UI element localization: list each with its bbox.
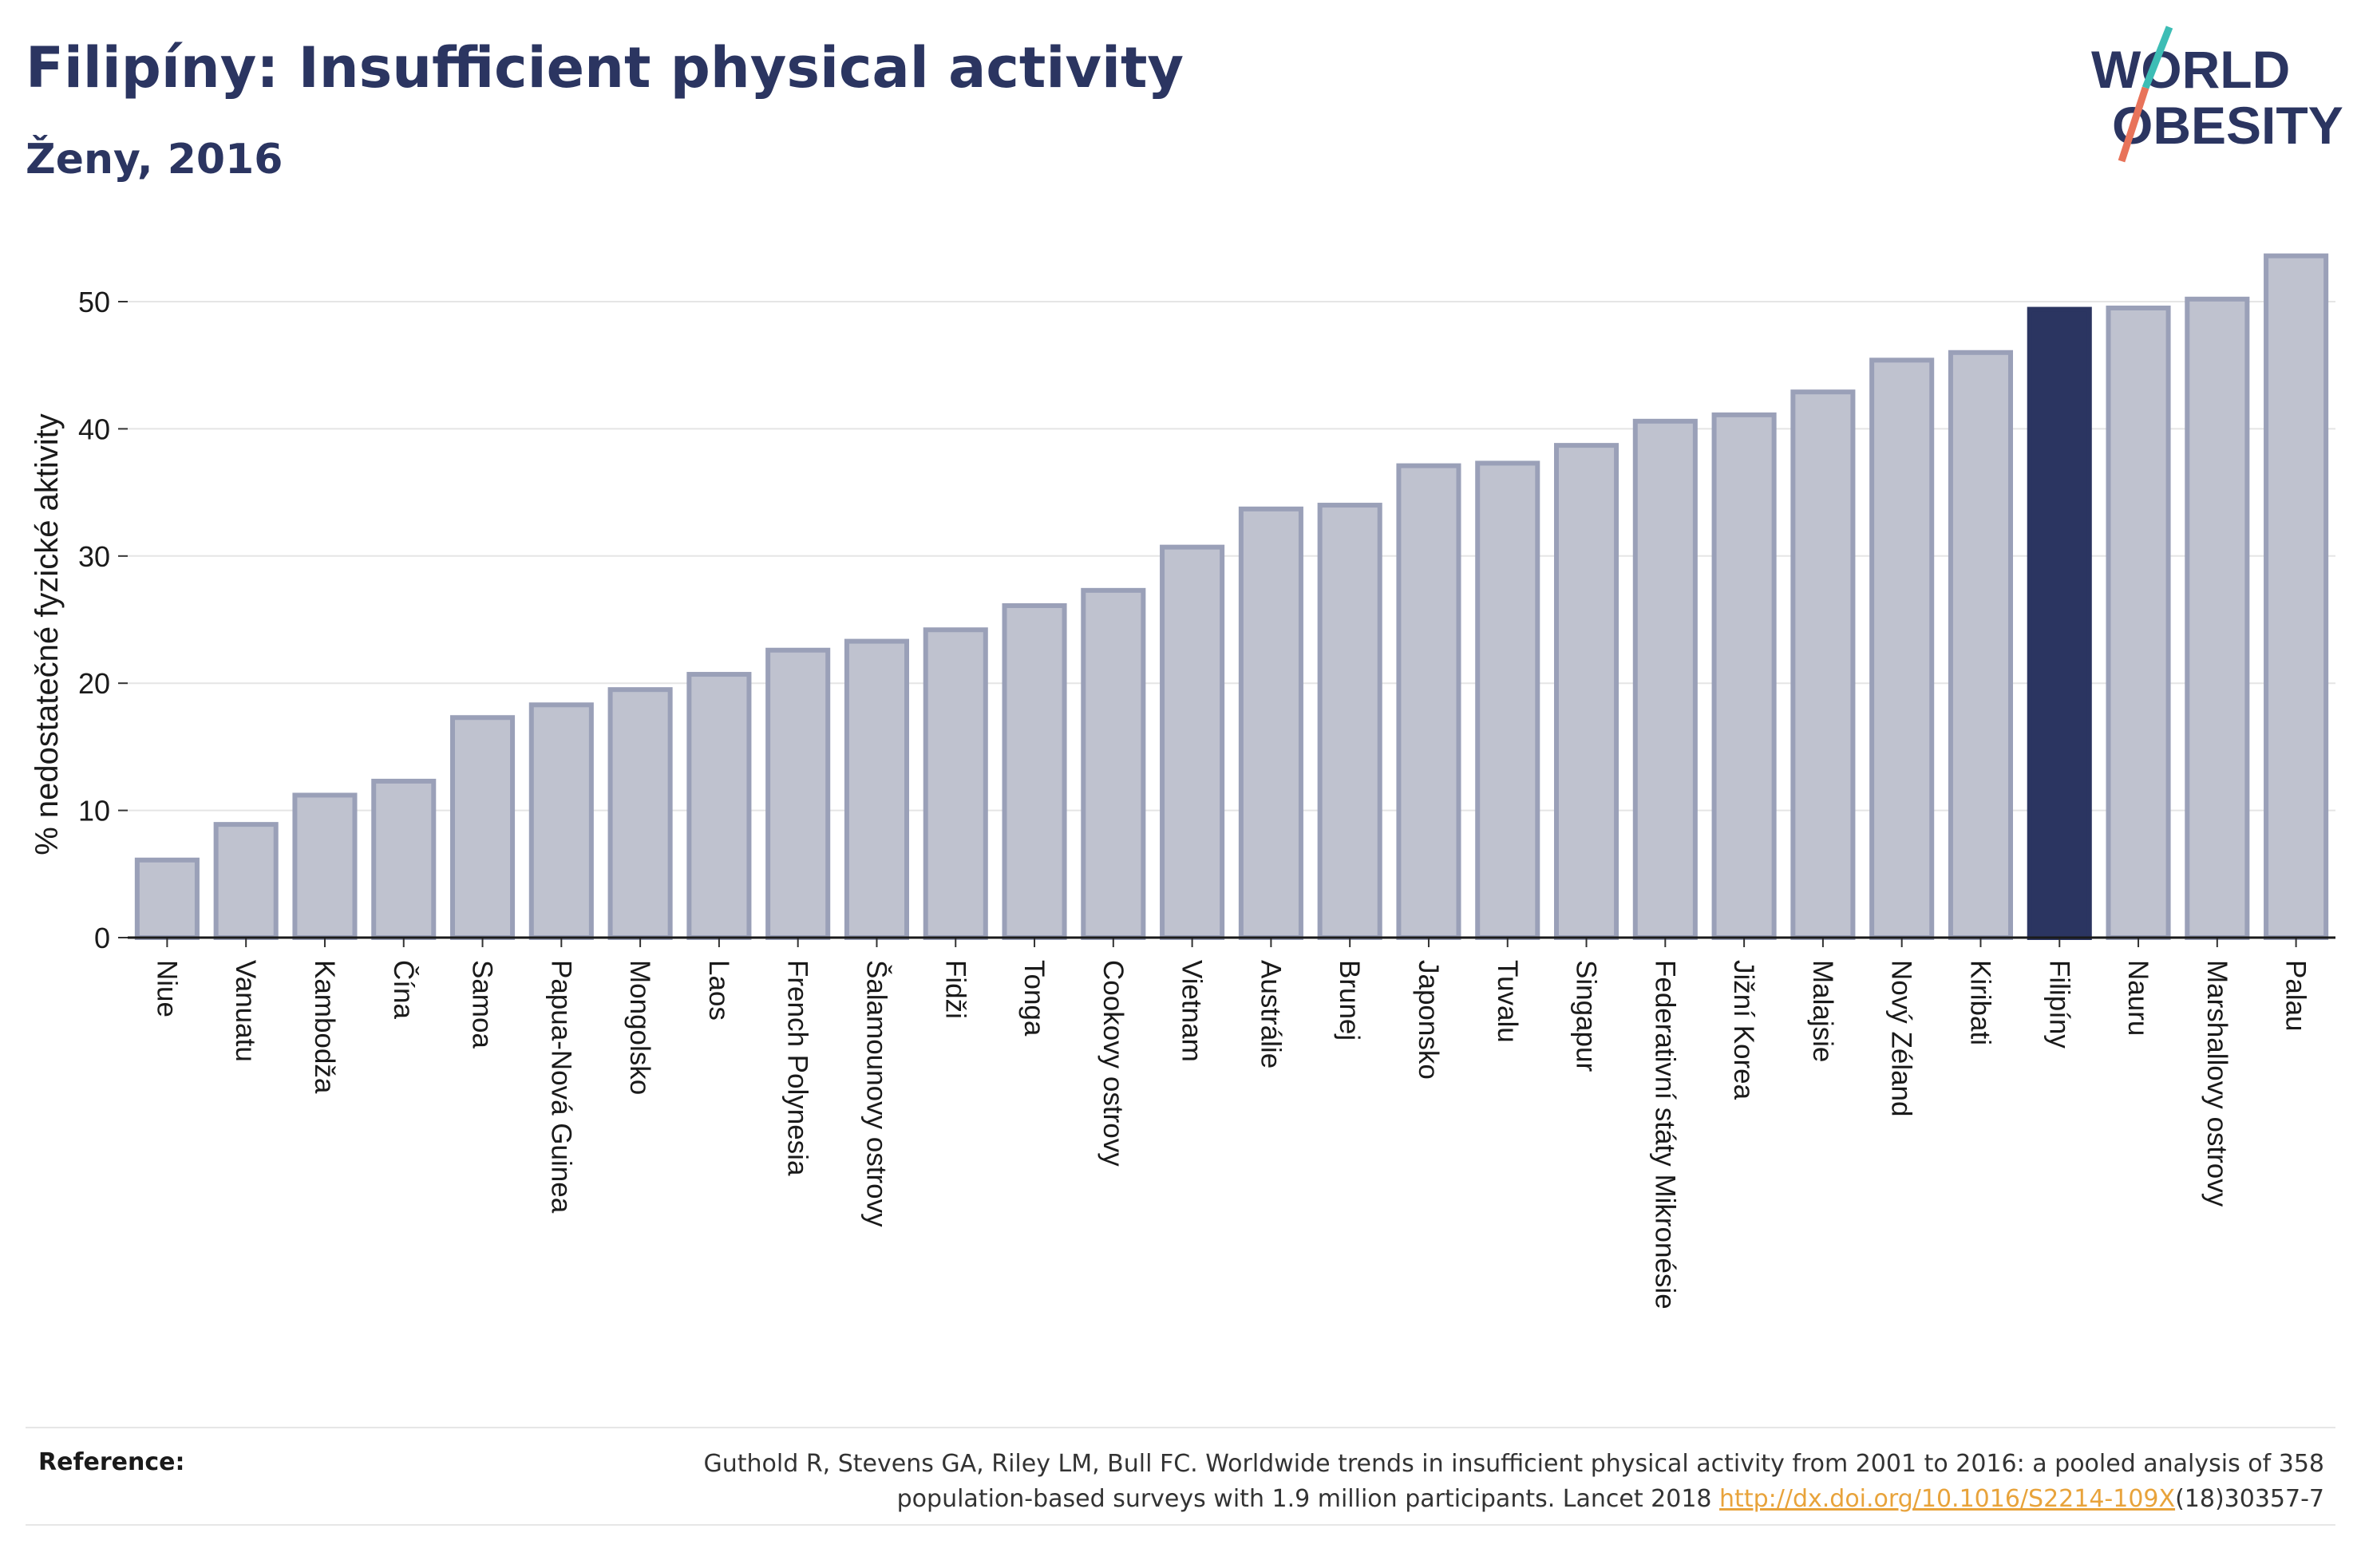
x-tick-label: Tonga: [1018, 960, 1050, 1037]
x-tick-label: Čína: [388, 960, 419, 1019]
bar: [528, 702, 594, 940]
y-axis-label: % nedostatečné fyzické aktivity: [30, 413, 65, 855]
x-tick-label: Vietnam: [1177, 960, 1208, 1062]
bar: [765, 647, 831, 940]
logo-line2: OBESITY: [2112, 96, 2343, 155]
bar: [2106, 305, 2171, 941]
reference-line2: population-based surveys with 1.9 millio…: [896, 1485, 1720, 1513]
x-tick-label: Brunej: [1334, 960, 1365, 1041]
bar: [2264, 253, 2329, 940]
bar: [1081, 587, 1146, 940]
bar: [134, 857, 200, 940]
bar: [607, 687, 673, 940]
bar-chart: 0 10 20 30 40 50 Niue Vanuatu Kambodža Čína Samoa P…: [30, 253, 2335, 1309]
y-tick-label: 20: [78, 667, 110, 700]
reference-text: Guthold R, Stevens GA, Riley LM, Bull FC…: [488, 1447, 2324, 1517]
world-obesity-logo: WORLD OBESITY: [2091, 26, 2343, 163]
axes: 0 10 20 30 40 50 Niue Vanuatu Kambodža Čína Samoa P…: [78, 286, 2335, 1309]
x-tick-label: Marshallovy ostrovy: [2201, 960, 2232, 1207]
bar: [449, 715, 516, 940]
bars: [134, 253, 2329, 941]
bar: [2185, 296, 2250, 940]
bar: [686, 672, 752, 940]
x-tick-label: Filipíny: [2043, 960, 2074, 1049]
bar: [1002, 602, 1067, 940]
bar: [1790, 389, 1856, 940]
reference-label: Reference:: [38, 1448, 185, 1476]
x-tick-label: Vanuatu: [230, 960, 261, 1062]
x-tick-label: Mongolsko: [624, 960, 655, 1095]
reference-line2-end: (18)30357-7: [2175, 1485, 2324, 1513]
x-tick-label: Japonsko: [1413, 960, 1444, 1080]
x-tick-label: Cookovy ostrovy: [1097, 960, 1129, 1167]
footer-divider-top: [26, 1427, 2335, 1428]
bar-highlight: [2027, 306, 2092, 940]
y-tick-label: 0: [94, 922, 110, 954]
x-tick-label: Samoa: [467, 960, 498, 1049]
reference-line1: Guthold R, Stevens GA, Riley LM, Bull FC…: [703, 1450, 2324, 1478]
x-tick-label: Papua-Nová Guinea: [545, 960, 576, 1214]
x-tick-label: Kiribati: [1964, 960, 1995, 1045]
y-tick-label: 40: [78, 413, 110, 445]
x-tick-label: Malajsie: [1807, 960, 1838, 1062]
footer-divider-bottom: [26, 1524, 2335, 1526]
chart-title: Filipíny: Insufficient physical activity: [26, 35, 1184, 101]
bar: [844, 638, 910, 941]
bar: [1553, 443, 1619, 940]
x-tick-label: Jižní Korea: [1728, 960, 1759, 1100]
bar: [1869, 357, 1935, 941]
x-tick-label: Tuvalu: [1492, 960, 1523, 1043]
bar: [1475, 460, 1540, 940]
bar: [1317, 503, 1382, 940]
x-tick-label: Laos: [703, 960, 734, 1021]
x-tick-label: Austrálie: [1255, 960, 1286, 1068]
bar: [1396, 463, 1461, 940]
y-tick-label: 30: [78, 540, 110, 573]
logo-slash-top: [2142, 26, 2173, 89]
bar: [213, 822, 279, 941]
bar: [1632, 418, 1698, 940]
x-tick-label: Fidži: [939, 960, 971, 1019]
bar: [923, 627, 988, 940]
x-tick-label: Kambodža: [309, 960, 340, 1094]
bar: [1711, 412, 1777, 940]
x-tick-label: Nauru: [2122, 960, 2153, 1036]
x-tick-label: Singapur: [1571, 960, 1602, 1072]
reference-doi-link[interactable]: http://dx.doi.org/10.1016/S2214-109X: [1719, 1485, 2176, 1513]
x-tick-label: Niue: [151, 960, 182, 1017]
y-tick-label: 50: [78, 286, 110, 318]
logo-slash-bottom: [2118, 86, 2149, 163]
x-tick-label: Palau: [2280, 960, 2312, 1032]
chart-subtitle: Ženy, 2016: [26, 136, 283, 184]
logo-line1: WORLD: [2091, 40, 2290, 99]
bar: [292, 792, 358, 940]
bar: [1948, 350, 2014, 940]
bar: [371, 778, 437, 940]
bar: [1160, 544, 1225, 941]
x-tick-label: Šalamounovy ostrovy: [860, 960, 892, 1227]
x-tick-label: Federativní státy Mikronésie: [1649, 960, 1680, 1309]
x-tick-label: Nový Zéland: [1886, 960, 1917, 1116]
y-tick-label: 10: [78, 795, 110, 827]
bar: [1238, 506, 1303, 940]
x-tick-label: French Polynesia: [782, 960, 813, 1176]
